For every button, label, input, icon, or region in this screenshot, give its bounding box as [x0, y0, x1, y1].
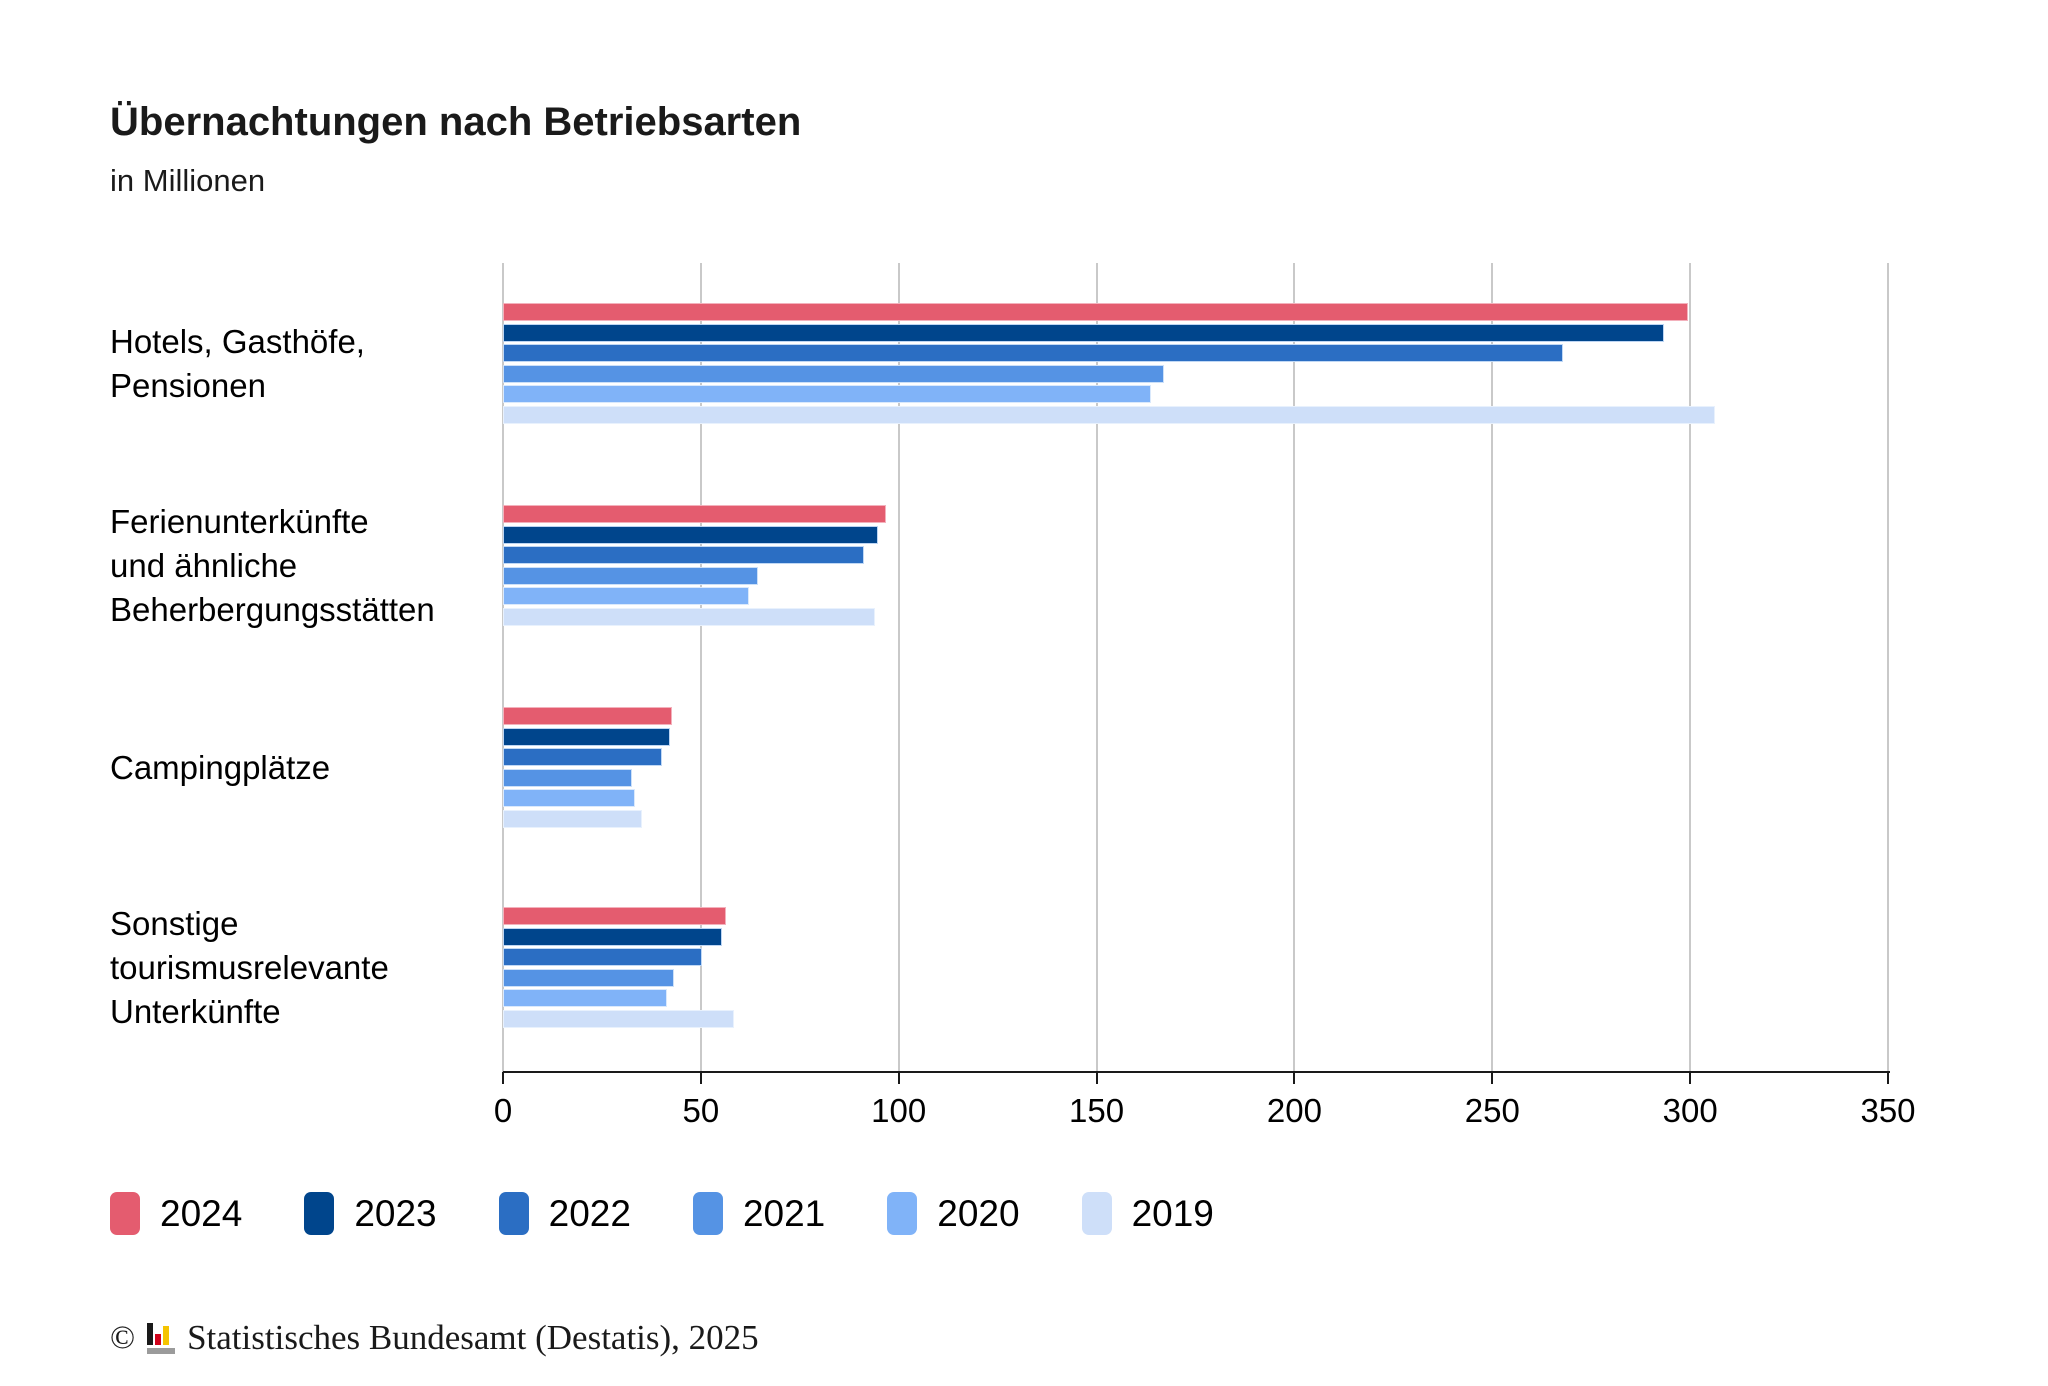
gridline-300	[1689, 263, 1692, 1072]
bar-sonstige-2023	[503, 927, 723, 946]
legend-label-2019: 2019	[1131, 1192, 1214, 1234]
footer: © Statistisches Bundesamt (Destatis), 20…	[110, 1318, 759, 1358]
x-axis-tick-label-250: 250	[1464, 1092, 1520, 1129]
bar-ferienunterkuenfte-2020	[503, 587, 750, 606]
category-label-sonstige: Sonstige tourismusrelevante Unterkünfte	[110, 904, 389, 1030]
bar-sonstige-2022	[503, 948, 702, 967]
bar-campingplaetze-2019	[503, 810, 643, 828]
x-axis-tick-200	[1293, 1072, 1296, 1084]
legend-item-2020[interactable]: 2020	[887, 1192, 1020, 1235]
bar-ferienunterkuenfte-2019	[503, 608, 875, 626]
legend-label-2023: 2023	[354, 1192, 437, 1234]
bar-campingplaetze-2024	[503, 707, 673, 725]
gridline-150	[1095, 263, 1098, 1072]
x-axis-tick-label-200: 200	[1266, 1092, 1322, 1129]
x-axis-tick-50	[699, 1072, 702, 1084]
gridline-200	[1293, 263, 1296, 1072]
x-axis-tick-300	[1689, 1072, 1692, 1084]
x-axis-tick-150	[1095, 1072, 1098, 1084]
legend-item-2019[interactable]: 2019	[1081, 1192, 1214, 1235]
chart-legend: 2024 2023 2022 2021 2020 2019	[110, 1192, 1214, 1235]
x-axis-tick-label-350: 350	[1860, 1092, 1916, 1129]
bar-hotels-2024	[503, 303, 1689, 321]
legend-label-2024: 2024	[160, 1192, 243, 1234]
logo-bars	[147, 1322, 175, 1345]
bar-ferienunterkuenfte-2024	[503, 505, 886, 523]
x-axis-tick-label-0: 0	[493, 1092, 513, 1129]
x-axis-tick-250	[1491, 1072, 1494, 1084]
bar-campingplaetze-2022	[503, 748, 662, 767]
legend-item-2022[interactable]: 2022	[498, 1192, 631, 1235]
legend-swatch-2022	[498, 1192, 529, 1235]
legend-swatch-2024	[110, 1192, 140, 1235]
x-axis-tick-350	[1887, 1072, 1889, 1084]
category-label-campingplaetze: Campingplätze	[110, 748, 331, 786]
x-axis-tick-label-300: 300	[1662, 1092, 1718, 1129]
legend-swatch-2019	[1081, 1192, 1112, 1235]
legend-label-2021: 2021	[742, 1192, 826, 1234]
destatis-logo-icon	[147, 1322, 176, 1354]
bar-sonstige-2024	[503, 907, 726, 925]
bar-hotels-2019	[503, 406, 1716, 424]
bar-hotels-2021	[503, 364, 1165, 383]
legend-swatch-2021	[692, 1192, 723, 1235]
bar-hotels-2020	[503, 385, 1152, 404]
bar-campingplaetze-2023	[503, 727, 670, 746]
gridline-100	[897, 263, 900, 1072]
x-axis-tick-label-100: 100	[871, 1092, 927, 1129]
bar-sonstige-2019	[503, 1010, 734, 1028]
bar-sonstige-2021	[503, 968, 675, 987]
chart-subtitle: in Millionen	[110, 163, 266, 198]
bar-sonstige-2020	[503, 989, 667, 1008]
bar-ferienunterkuenfte-2022	[503, 546, 865, 565]
x-axis-tick-0	[502, 1072, 504, 1084]
x-axis-tick-label-150: 150	[1069, 1092, 1125, 1129]
category-label-ferienunterkuenfte: Ferienunterkünfte und ähnliche Beherberg…	[110, 502, 435, 628]
legend-item-2023[interactable]: 2023	[304, 1192, 437, 1235]
gridline-0	[502, 263, 504, 1072]
bar-hotels-2022	[503, 344, 1564, 363]
legend-swatch-2020	[887, 1192, 918, 1235]
gridline-350	[1887, 263, 1889, 1072]
legend-label-2022: 2022	[548, 1192, 631, 1234]
legend-label-2020: 2020	[937, 1192, 1020, 1234]
x-axis-line	[503, 1071, 1890, 1073]
legend-item-2024[interactable]: 2024	[110, 1192, 242, 1235]
category-label-hotels: Hotels, Gasthöfe, Pensionen	[110, 322, 365, 404]
bar-ferienunterkuenfte-2021	[503, 566, 758, 585]
x-axis-tick-100	[897, 1072, 900, 1084]
bar-campingplaetze-2021	[503, 768, 633, 787]
gridline-250	[1491, 263, 1494, 1072]
footer-text: Statistisches Bundesamt (Destatis), 2025	[187, 1318, 759, 1357]
gridline-50	[699, 263, 702, 1072]
bar-hotels-2023	[503, 323, 1665, 342]
x-axis-tick-label-50: 50	[682, 1092, 720, 1129]
legend-swatch-2023	[304, 1192, 335, 1235]
copyright-symbol: ©	[110, 1319, 136, 1356]
chart-title: Übernachtungen nach Betriebsarten	[110, 100, 802, 144]
bar-ferienunterkuenfte-2023	[503, 525, 878, 544]
legend-item-2021[interactable]: 2021	[692, 1192, 826, 1235]
bar-campingplaetze-2020	[503, 789, 636, 808]
